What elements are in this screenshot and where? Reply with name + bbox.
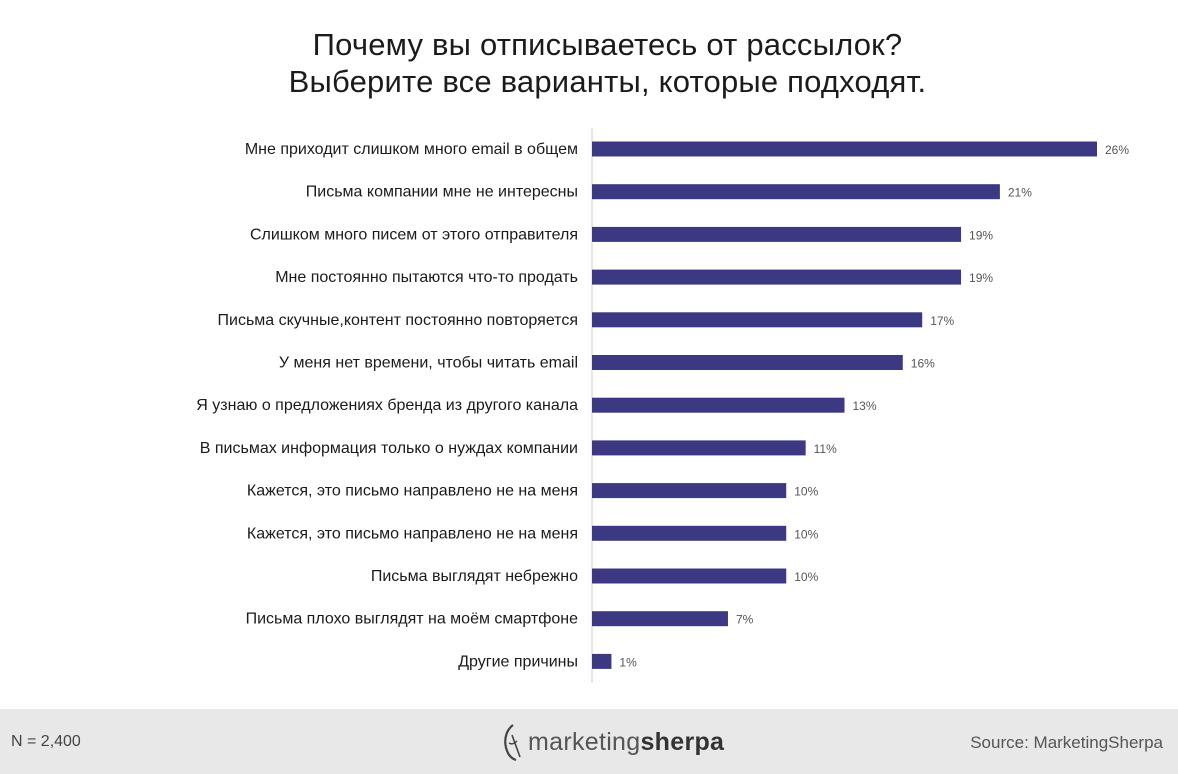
chart-title-line-1: Почему вы отписываетесь от рассылок? (312, 27, 903, 62)
bar-chart: Мне приходит слишком много email в общем… (196, 128, 1129, 683)
category-label: Письма скучные,контент постоянно повторя… (218, 312, 579, 329)
value-label: 10% (794, 570, 818, 584)
value-label: 19% (969, 271, 993, 285)
bar (592, 483, 787, 499)
chart-title-line-2: Выберите все варианты, которые подходят. (288, 64, 927, 99)
bar (592, 611, 728, 627)
bar (592, 226, 962, 242)
bar (592, 653, 612, 669)
category-label: Другие причины (458, 653, 578, 670)
category-label: Письма выглядят небрежно (371, 568, 578, 585)
value-label: 26% (1105, 143, 1129, 157)
source-note: Source: MarketingSherpa (970, 733, 1163, 752)
value-label: 10% (794, 485, 818, 499)
value-label: 10% (794, 527, 818, 541)
category-label: Мне постоянно пытаются что-то продать (275, 269, 578, 286)
category-label: Мне приходит слишком много email в общем (245, 141, 578, 158)
value-label: 19% (969, 228, 993, 242)
value-label: 7% (736, 613, 754, 627)
value-label: 16% (911, 357, 935, 371)
bar (592, 141, 1097, 157)
bar (592, 440, 806, 456)
bar (592, 525, 787, 541)
category-label: Кажется, это письмо направлено не на мен… (247, 525, 578, 542)
value-label: 1% (619, 655, 637, 669)
marketingsherpa-logo: marketing sherpa (500, 722, 724, 762)
sample-size: N = 2,400 (11, 733, 81, 750)
value-label: 13% (853, 399, 877, 413)
bar (592, 568, 787, 584)
sherpa-logo-icon (504, 724, 521, 761)
category-label: Слишком много писем от этого отправителя (250, 226, 578, 243)
chart-title: Почему вы отписываетесь от рассылок? Выб… (0, 26, 1178, 100)
value-label: 21% (1008, 186, 1032, 200)
value-label: 17% (930, 314, 954, 328)
bar (592, 184, 1000, 200)
bar (592, 312, 923, 328)
bar (592, 397, 845, 413)
category-label: У меня нет времени, чтобы читать email (279, 355, 578, 372)
value-label: 11% (814, 442, 837, 456)
bar (592, 269, 962, 285)
category-label: Кажется, это письмо направлено не на мен… (247, 483, 578, 500)
bar (592, 355, 903, 370)
category-label: Я узнаю о предложениях бренда из другого… (196, 397, 578, 414)
category-label: Письма плохо выглядят на моём смартфоне (246, 611, 579, 628)
category-label: В письмах информация только о нуждах ком… (200, 440, 578, 457)
logo-word-marketing: marketing (528, 727, 641, 756)
logo-word-sherpa: sherpa (640, 727, 725, 756)
category-label: Письма компании мне не интересны (306, 184, 578, 201)
footer: N = 2,400 marketing sherpa Source: Market… (0, 709, 1178, 774)
